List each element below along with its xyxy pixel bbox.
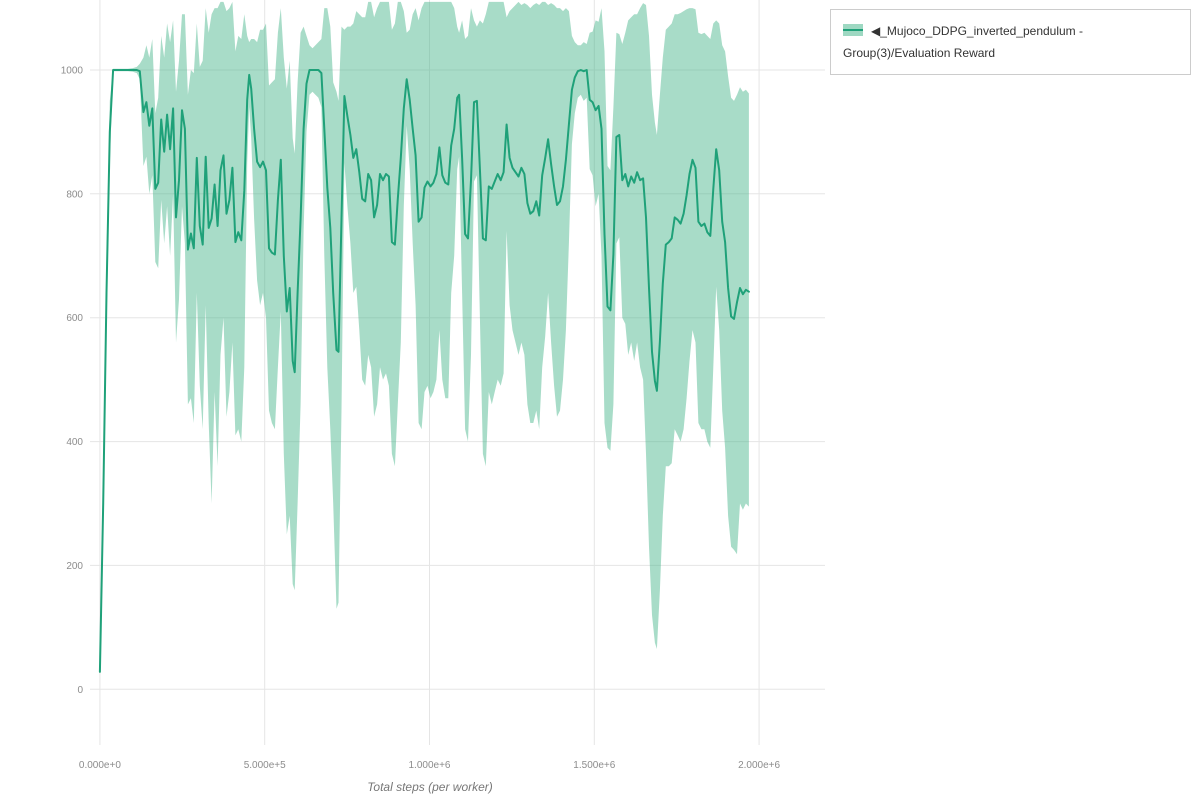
y-tick-label: 0	[77, 685, 83, 696]
x-tick-label: 1.000e+6	[409, 760, 451, 771]
legend-item-evaluation-reward[interactable]: ◀_Mujoco_DDPG_inverted_pendulum - Group(…	[843, 20, 1178, 64]
y-tick-label: 600	[66, 313, 83, 324]
x-tick-label: 1.500e+6	[573, 760, 615, 771]
legend: ◀_Mujoco_DDPG_inverted_pendulum - Group(…	[830, 9, 1191, 75]
y-tick-label: 1000	[61, 66, 84, 77]
legend-label: ◀_Mujoco_DDPG_inverted_pendulum - Group(…	[843, 24, 1084, 60]
y-tick-label: 400	[66, 437, 83, 448]
x-tick-label: 5.000e+5	[244, 760, 286, 771]
y-tick-label: 800	[66, 189, 83, 200]
x-tick-label: 2.000e+6	[738, 760, 780, 771]
confidence-band	[99, 1, 749, 674]
y-tick-label: 200	[66, 561, 83, 572]
mean-line	[98, 69, 750, 673]
x-tick-label: 0.000e+0	[79, 760, 121, 771]
legend-swatch-icon	[843, 24, 863, 36]
x-axis-title: Total steps (per worker)	[367, 780, 493, 794]
